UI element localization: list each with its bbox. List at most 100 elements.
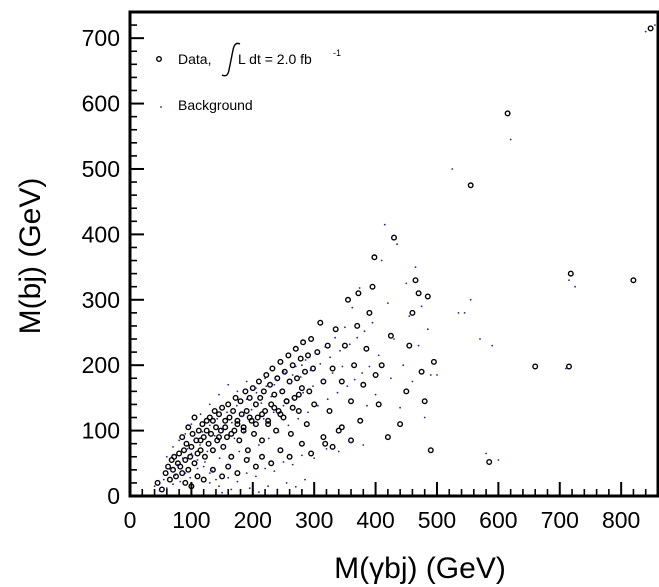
background-point <box>206 450 209 453</box>
data-point <box>246 394 253 401</box>
background-point <box>383 223 386 226</box>
data-point <box>387 332 394 339</box>
background-point <box>169 468 172 471</box>
data-point <box>165 463 172 470</box>
background-point <box>294 365 297 368</box>
points-layer <box>153 24 656 494</box>
background-point <box>174 474 177 476</box>
background-point <box>301 364 303 367</box>
data-point <box>314 349 321 356</box>
data-point <box>265 421 272 428</box>
data-point <box>191 414 198 421</box>
data-point <box>236 437 243 444</box>
background-point <box>491 344 494 347</box>
data-point <box>240 424 247 431</box>
background-point <box>408 315 411 317</box>
background-point <box>319 363 322 365</box>
background-point <box>236 480 239 483</box>
data-point <box>209 466 216 473</box>
data-point <box>384 434 391 441</box>
background-point <box>190 452 193 455</box>
data-point <box>231 427 238 434</box>
data-point <box>260 388 267 395</box>
background-point <box>362 444 365 446</box>
background-point <box>255 475 257 478</box>
data-point <box>252 401 259 408</box>
background-point <box>429 374 432 376</box>
data-point <box>217 427 224 434</box>
data-point <box>277 447 284 454</box>
background-point <box>329 356 331 359</box>
data-point <box>237 398 244 405</box>
background-point <box>218 457 221 459</box>
background-point <box>402 364 405 367</box>
data-point <box>277 411 284 418</box>
data-point <box>532 363 539 370</box>
data-point <box>286 378 293 385</box>
background-point <box>267 437 270 440</box>
background-point <box>233 437 236 440</box>
data-point <box>366 309 373 316</box>
background-point <box>228 463 231 466</box>
data-point <box>320 434 327 441</box>
background-point <box>218 485 220 488</box>
background-point <box>191 454 194 457</box>
data-point <box>162 470 169 477</box>
y-tick-label: 700 <box>82 25 120 51</box>
background-point <box>351 306 354 309</box>
y-tick-label: 0 <box>107 483 120 509</box>
data-point <box>250 430 257 437</box>
background-point <box>199 413 202 416</box>
background-point <box>165 455 168 458</box>
background-point <box>302 391 304 394</box>
background-point <box>204 461 206 463</box>
data-point <box>338 424 345 431</box>
data-point <box>171 453 178 460</box>
x-axis-title: M(γbj) (GeV) <box>334 552 506 585</box>
data-point <box>285 352 292 359</box>
data-point <box>246 414 253 421</box>
data-point <box>194 473 201 480</box>
data-point <box>324 342 331 349</box>
data-point <box>286 453 293 460</box>
background-point <box>497 459 500 461</box>
background-point <box>208 472 211 474</box>
legend-label-data-sup: -1 <box>333 48 341 58</box>
background-point <box>245 398 248 401</box>
data-point <box>332 326 339 333</box>
background-point <box>248 487 251 490</box>
data-point <box>289 404 296 411</box>
data-point <box>182 479 189 486</box>
data-point <box>207 430 214 437</box>
data-point <box>188 443 195 450</box>
data-point <box>273 427 280 434</box>
data-point <box>234 421 241 428</box>
background-point <box>280 389 282 391</box>
data-point <box>187 453 194 460</box>
data-point <box>197 437 204 444</box>
data-point <box>338 378 345 385</box>
data-point <box>274 375 281 382</box>
background-point <box>423 416 426 419</box>
data-point <box>200 476 207 483</box>
x-tick-label: 400 <box>356 507 394 533</box>
data-point <box>182 457 189 464</box>
background-point <box>299 376 302 378</box>
data-point <box>305 352 312 359</box>
data-point <box>209 447 216 454</box>
data-point <box>360 381 367 388</box>
background-point <box>426 328 429 331</box>
background-point <box>363 330 366 333</box>
data-point <box>203 417 210 424</box>
data-point <box>249 385 256 392</box>
data-point <box>289 362 296 369</box>
data-point <box>294 375 301 382</box>
data-point <box>277 358 284 365</box>
data-point <box>329 443 336 450</box>
background-point <box>227 383 230 386</box>
plot-frame <box>128 10 659 498</box>
data-point <box>287 430 294 437</box>
data-point <box>329 365 336 372</box>
data-point <box>430 358 437 365</box>
